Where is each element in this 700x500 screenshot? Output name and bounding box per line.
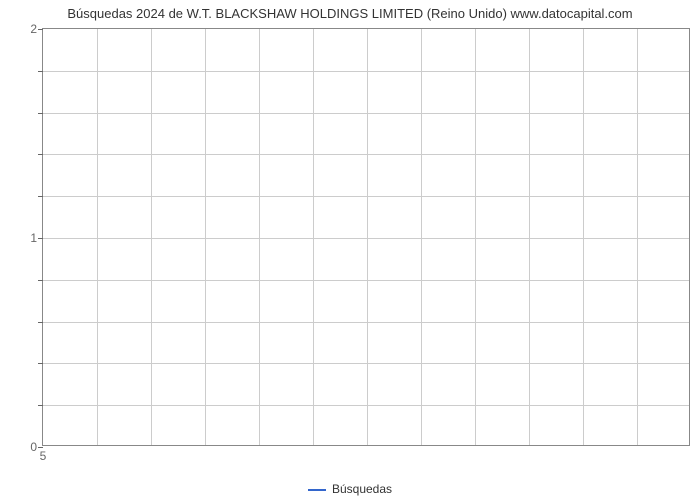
plot-area: 0125 [42,28,690,446]
ytick-mark [38,238,43,239]
gridline-vertical [259,29,260,445]
gridline-vertical [97,29,98,445]
ytick-mark [38,154,43,155]
gridline-horizontal [43,196,689,197]
ytick-mark [38,280,43,281]
ytick-mark [38,405,43,406]
gridline-horizontal [43,71,689,72]
ytick-mark [38,113,43,114]
ytick-mark [38,71,43,72]
gridline-vertical [637,29,638,445]
gridline-vertical [475,29,476,445]
ytick-label: 0 [30,440,37,454]
gridline-vertical [583,29,584,445]
gridline-vertical [205,29,206,445]
gridline-vertical [151,29,152,445]
gridline-horizontal [43,238,689,239]
legend-label: Búsquedas [332,482,392,496]
gridline-vertical [367,29,368,445]
gridline-horizontal [43,113,689,114]
gridline-vertical [421,29,422,445]
legend-swatch [308,489,326,491]
ytick-label: 1 [30,231,37,245]
gridline-horizontal [43,280,689,281]
ytick-label: 2 [30,22,37,36]
legend: Búsquedas [0,482,700,496]
ytick-mark [38,196,43,197]
ytick-mark [38,447,43,448]
gridline-horizontal [43,322,689,323]
chart-title: Búsquedas 2024 de W.T. BLACKSHAW HOLDING… [0,6,700,21]
gridline-horizontal [43,363,689,364]
gridline-vertical [529,29,530,445]
gridline-horizontal [43,154,689,155]
xtick-label: 5 [40,449,47,463]
ytick-mark [38,322,43,323]
gridline-horizontal [43,405,689,406]
ytick-mark [38,29,43,30]
gridline-vertical [313,29,314,445]
ytick-mark [38,363,43,364]
